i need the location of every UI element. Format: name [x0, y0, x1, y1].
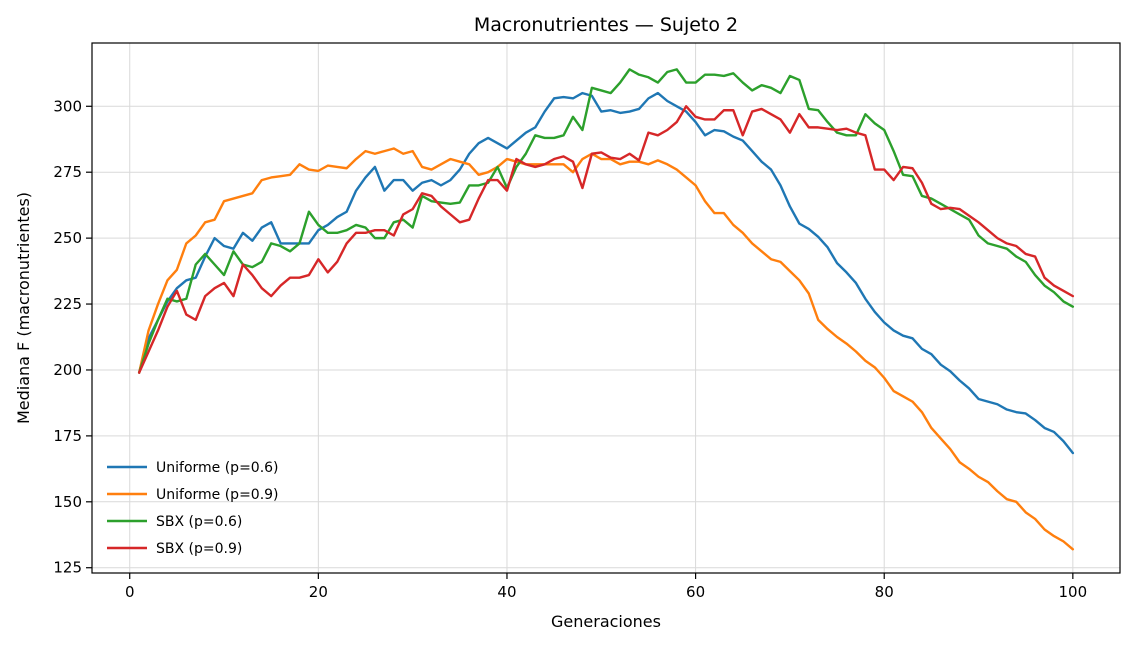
series-group: [137, 68, 1075, 551]
x-axis-label: Generaciones: [551, 612, 661, 631]
series-line-4: [137, 105, 1075, 374]
chart-title: Macronutrientes — Sujeto 2: [474, 14, 738, 36]
y-tick-label: 150: [53, 493, 82, 511]
y-tick-label: 175: [53, 427, 82, 445]
x-tick-label: 60: [686, 583, 705, 601]
legend-label: SBX (p=0.6): [156, 514, 242, 530]
y-axis-label: Mediana F (macronutrientes): [14, 192, 33, 424]
y-tick-label: 300: [53, 97, 82, 115]
plot-frame: [91, 42, 1121, 574]
y-tick-label: 275: [53, 163, 82, 181]
x-tick-label: 20: [309, 583, 328, 601]
x-tick-label: 40: [497, 583, 516, 601]
y-tick-label: 200: [53, 361, 82, 379]
series-line-1: [137, 91, 1075, 455]
series-line-2: [137, 147, 1075, 551]
axis-ticks: 0 20 40 60 80 100 125 150 175 200 225 250 275 300: [53, 97, 1087, 601]
x-tick-label: 0: [125, 583, 135, 601]
y-tick-label: 125: [53, 559, 82, 577]
x-tick-label: 80: [875, 583, 894, 601]
legend-label: SBX (p=0.9): [156, 541, 242, 557]
legend: Uniforme (p=0.6) Uniforme (p=0.9) SBX (p=0…: [107, 460, 279, 557]
y-tick-label: 225: [53, 295, 82, 313]
series-line-3: [137, 68, 1075, 374]
y-tick-label: 250: [53, 229, 82, 247]
legend-label: Uniforme (p=0.6): [156, 460, 279, 476]
x-tick-label: 100: [1059, 583, 1088, 601]
legend-label: Uniforme (p=0.9): [156, 487, 279, 503]
